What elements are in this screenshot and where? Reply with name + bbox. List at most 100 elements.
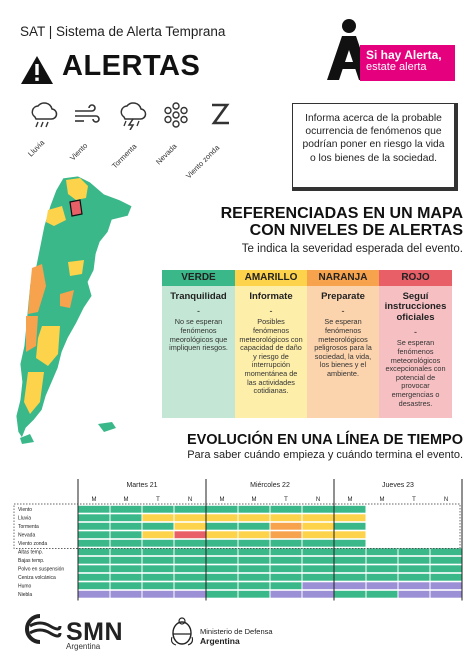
hazard-label-viento: Viento — [68, 141, 90, 163]
timeline-cell — [366, 582, 398, 590]
timeline-cell — [238, 531, 270, 539]
timeline-cell — [334, 582, 366, 590]
timeline-cell — [110, 582, 142, 590]
timeline-cell — [270, 522, 302, 530]
level-header: ROJO — [379, 270, 452, 286]
timeline-cell — [430, 590, 462, 598]
info-box: Informa acerca de la probable ocurrencia… — [292, 103, 458, 191]
timeline-cell — [174, 531, 206, 539]
level-description: No se esperan fenómenos meorológicos que… — [169, 317, 228, 353]
timeline-cell — [238, 539, 270, 547]
timeline-period-label: T — [156, 497, 160, 503]
timeline-cell — [366, 565, 398, 573]
timeline-cell — [174, 556, 206, 564]
timeline-cell — [302, 514, 334, 522]
timeline-period-label: M — [220, 497, 225, 503]
timeline-row-label: Viento — [18, 507, 32, 513]
wind-icon — [75, 104, 100, 123]
timeline-period-label: M — [92, 497, 97, 503]
timeline-cell — [366, 531, 398, 539]
timeline-cell — [110, 514, 142, 522]
smn-logo-icon — [25, 614, 62, 644]
timeline-period-label: T — [284, 497, 288, 503]
timeline-cell — [398, 548, 430, 556]
timeline-cell — [302, 582, 334, 590]
ministry-line-1: Ministerio de Defensa — [200, 627, 273, 636]
level-name: Seguí instrucciones oficiales — [384, 291, 447, 323]
timeline-period-label: N — [444, 497, 448, 503]
timeline-cell — [174, 590, 206, 598]
level-body: Seguí instrucciones oficiales - Se esper… — [379, 286, 452, 418]
timeline-cell — [302, 539, 334, 547]
timeline-cell — [142, 514, 174, 522]
level-header: VERDE — [162, 270, 235, 286]
timeline-cell — [206, 565, 238, 573]
timeline-cell — [110, 505, 142, 513]
tagline-line-1: Si hay Alerta, — [366, 48, 442, 62]
level-header: AMARILLO — [235, 270, 307, 286]
timeline-period-label: M — [348, 497, 353, 503]
timeline-cell — [174, 522, 206, 530]
timeline-cell — [110, 573, 142, 581]
timeline-cell — [110, 548, 142, 556]
level-description: Posibles fenómenos meteorológicos con ca… — [239, 317, 303, 396]
timeline-cell — [302, 565, 334, 573]
ministry-label: Ministerio de Defensa Argentina — [200, 627, 273, 646]
timeline-cell — [142, 573, 174, 581]
timeline-cell — [142, 505, 174, 513]
warning-triangle-icon — [21, 56, 53, 84]
timeline-cell — [302, 531, 334, 539]
timeline-cell — [206, 522, 238, 530]
timeline-cell — [238, 573, 270, 581]
timeline-cell — [366, 539, 398, 547]
timeline-cell — [430, 582, 462, 590]
timeline-cell — [270, 514, 302, 522]
timeline-cell — [110, 565, 142, 573]
timeline-cell — [142, 531, 174, 539]
timeline-cell — [174, 514, 206, 522]
level-body: Preparate - Se esperan fenómenos meteoro… — [307, 286, 379, 418]
timeline-row-label: Polvo en suspensión — [18, 567, 64, 573]
timeline-cell — [206, 548, 238, 556]
timeline-cell — [398, 565, 430, 573]
timeline-cell — [142, 582, 174, 590]
timeline-cell — [142, 522, 174, 530]
timeline-cell — [78, 590, 110, 598]
timeline-cell — [302, 573, 334, 581]
timeline-cell — [142, 548, 174, 556]
timeline-cell — [398, 539, 430, 547]
timeline-cell — [142, 565, 174, 573]
timeline-cell — [398, 556, 430, 564]
timeline-cell — [430, 573, 462, 581]
timeline-cell — [78, 565, 110, 573]
timeline-cell — [206, 539, 238, 547]
timeline-cell — [334, 556, 366, 564]
level-verde: VERDE Tranquilidad - No se esperan fenóm… — [162, 270, 235, 418]
level-body: Informate - Posibles fenómenos meteoroló… — [235, 286, 307, 418]
timeline-cell — [270, 590, 302, 598]
timeline-cell — [206, 582, 238, 590]
timeline-cell — [206, 505, 238, 513]
timeline-cell — [206, 514, 238, 522]
hazard-label-tormenta: Tormenta — [110, 141, 139, 171]
timeline-cell — [78, 573, 110, 581]
timeline-cell — [78, 582, 110, 590]
timeline-cell — [302, 522, 334, 530]
timeline-period-label: T — [412, 497, 416, 503]
timeline-cell — [334, 531, 366, 539]
timeline-cell — [398, 590, 430, 598]
timeline-cell — [238, 505, 270, 513]
timeline-cell — [366, 590, 398, 598]
alerts-heading: ALERTAS — [62, 50, 201, 82]
reference-title: REFERENCIADAS EN UN MAPA CON NIVELES DE … — [188, 205, 463, 240]
alert-tagline: Si hay Alerta, estate alerta — [360, 45, 455, 81]
timeline-cell — [78, 505, 110, 513]
timeline-row-label: Ceniza volcánica — [18, 575, 56, 581]
evolution-subtitle: Para saber cuándo empieza y cuándo termi… — [187, 449, 463, 461]
timeline-cell — [206, 531, 238, 539]
timeline-day-label: Jueves 23 — [382, 482, 414, 489]
smn-country: Argentina — [66, 642, 101, 651]
timeline-cell — [174, 548, 206, 556]
timeline-cell — [366, 548, 398, 556]
timeline-cell — [270, 505, 302, 513]
